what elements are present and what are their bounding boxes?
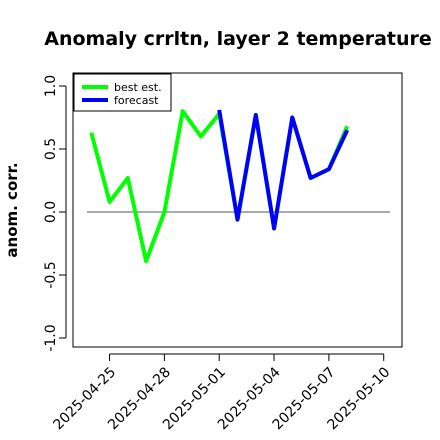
legend-label: best est. — [114, 81, 162, 94]
series-line-best-est — [89, 109, 350, 264]
series-layer — [89, 109, 350, 264]
x-axis: 2025-04-252025-04-282025-05-012025-05-04… — [50, 353, 393, 433]
chart-title: Anomaly crrltn, layer 2 temperature — [44, 28, 432, 50]
legend-label: forecast — [114, 94, 159, 107]
series-line-forecast — [217, 109, 350, 231]
plot-frame — [72, 72, 403, 348]
y-axis: -1.0 -0.5 0.0 0.5 1.0 — [43, 75, 67, 352]
y-tick-label: -1.0 — [43, 324, 59, 351]
legend-box — [73, 73, 172, 112]
y-tick-label: 0.5 — [43, 138, 59, 160]
y-tick-label: -0.5 — [43, 261, 59, 288]
legend: best est.forecast — [73, 73, 172, 112]
y-axis-label: anom. corr. — [3, 162, 21, 257]
y-tick-label: 1.0 — [43, 75, 59, 97]
y-tick-label: 0.0 — [43, 201, 59, 223]
